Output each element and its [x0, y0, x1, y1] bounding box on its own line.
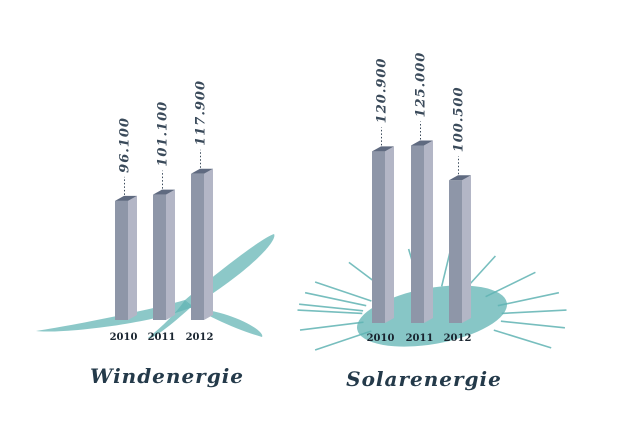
value-label: 101.100 [156, 101, 171, 167]
bar-2011 [411, 140, 433, 323]
year-label: 2012 [186, 332, 214, 343]
solar-chart-title: Solarenergie [346, 367, 502, 391]
wind-chart-title: Windenergie [90, 364, 244, 388]
value-label: 120.900 [375, 58, 390, 124]
wind-chart: 96.100 2010 101.100 2011 117.900 2012 [110, 80, 214, 343]
bar-2012 [449, 175, 471, 323]
year-label: 2010 [110, 332, 138, 343]
value-label: 117.900 [194, 80, 209, 146]
solar-chart: 120.900 2010 125.000 2011 100.500 2012 [367, 52, 472, 344]
bar-2012 [191, 168, 213, 320]
bar-2010 [115, 195, 137, 320]
value-label: 125.000 [414, 52, 429, 118]
bar-2011 [153, 189, 175, 320]
year-label: 2012 [444, 333, 472, 344]
value-label: 100.500 [452, 86, 467, 152]
value-label: 96.100 [118, 117, 133, 173]
bar-2010 [372, 146, 394, 323]
year-label: 2010 [367, 333, 395, 344]
year-label: 2011 [406, 333, 434, 344]
year-label: 2011 [148, 332, 176, 343]
